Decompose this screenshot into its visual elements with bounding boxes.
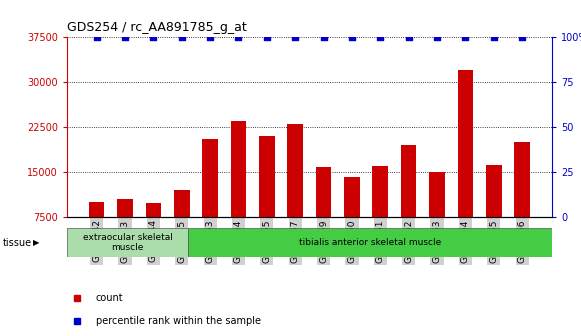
- Point: [461, 34, 470, 40]
- Bar: [372, 166, 388, 262]
- Point: [518, 34, 527, 40]
- Point: [404, 34, 413, 40]
- Point: [92, 34, 101, 40]
- Point: [376, 34, 385, 40]
- Text: count: count: [96, 293, 124, 303]
- Bar: [188, 228, 552, 257]
- Text: ▶: ▶: [33, 238, 39, 247]
- Point: [347, 34, 357, 40]
- Bar: [146, 203, 161, 262]
- Bar: [89, 202, 105, 262]
- Bar: [458, 70, 473, 262]
- Bar: [486, 165, 501, 262]
- Bar: [259, 136, 275, 262]
- Text: GDS254 / rc_AA891785_g_at: GDS254 / rc_AA891785_g_at: [67, 22, 246, 34]
- Bar: [315, 167, 331, 262]
- Bar: [344, 177, 360, 262]
- Text: tibialis anterior skeletal muscle: tibialis anterior skeletal muscle: [299, 238, 441, 247]
- Point: [149, 34, 158, 40]
- Point: [120, 34, 130, 40]
- Point: [177, 34, 187, 40]
- Point: [489, 34, 498, 40]
- Bar: [202, 139, 218, 262]
- Point: [206, 34, 215, 40]
- Point: [262, 34, 271, 40]
- Bar: [288, 124, 303, 262]
- Text: tissue: tissue: [3, 238, 32, 248]
- Bar: [429, 172, 445, 262]
- Bar: [231, 121, 246, 262]
- Point: [319, 34, 328, 40]
- Point: [432, 34, 442, 40]
- Point: [290, 34, 300, 40]
- Bar: [174, 190, 189, 262]
- Bar: [67, 228, 188, 257]
- Text: extraocular skeletal
muscle: extraocular skeletal muscle: [83, 233, 173, 252]
- Text: percentile rank within the sample: percentile rank within the sample: [96, 316, 261, 326]
- Bar: [514, 142, 530, 262]
- Point: [234, 34, 243, 40]
- Bar: [117, 199, 133, 262]
- Bar: [401, 145, 417, 262]
